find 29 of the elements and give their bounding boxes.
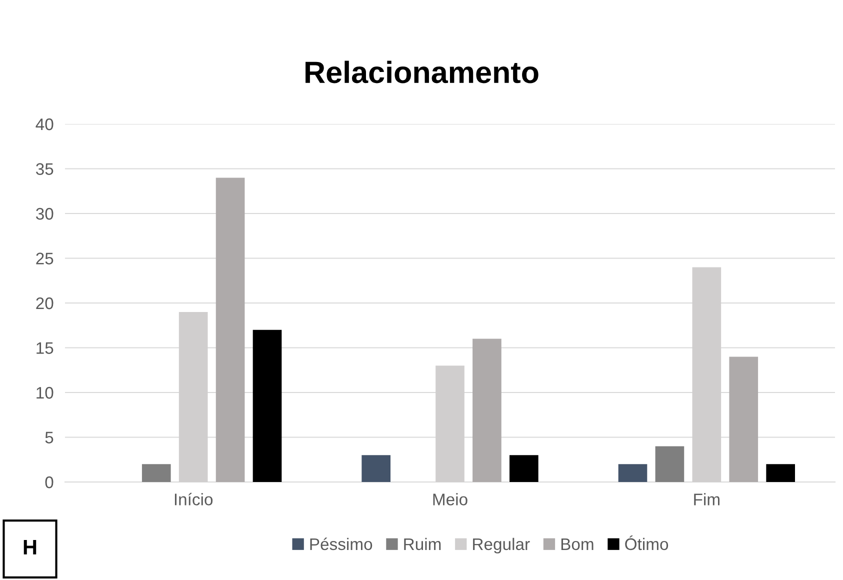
bar [216, 178, 245, 482]
y-tick-label: 20 [36, 297, 54, 310]
legend-label: Péssimo [310, 538, 372, 550]
bar [142, 464, 171, 482]
y-tick-label: 40 [36, 118, 54, 130]
bar [729, 356, 758, 482]
x-tick-label: Meio [433, 493, 468, 506]
x-tick-label: Início [174, 492, 213, 506]
chart-title: Relacionamento [306, 60, 538, 84]
bar [472, 338, 502, 482]
text: H [24, 540, 36, 554]
legend-label: Ruim [404, 538, 441, 550]
x-tick-label: Fim [694, 493, 720, 506]
y-tick-label: 5 [45, 432, 54, 444]
y-tick-label: 35 [36, 163, 54, 175]
y-tick-label: 0 [45, 476, 54, 488]
bar [618, 464, 648, 482]
legend-label: Ótimo [625, 535, 668, 550]
y-tick-label: 25 [36, 252, 54, 264]
bar [766, 464, 795, 482]
y-tick-label: 15 [36, 342, 54, 354]
bar [655, 446, 684, 482]
y-tick-label: 10 [36, 386, 54, 399]
legend-label: Bom [561, 538, 594, 550]
bar [252, 330, 282, 482]
y-tick-label: 30 [36, 208, 54, 220]
bar [510, 455, 538, 482]
legend-label: Regular [473, 538, 530, 554]
bar [362, 455, 390, 482]
